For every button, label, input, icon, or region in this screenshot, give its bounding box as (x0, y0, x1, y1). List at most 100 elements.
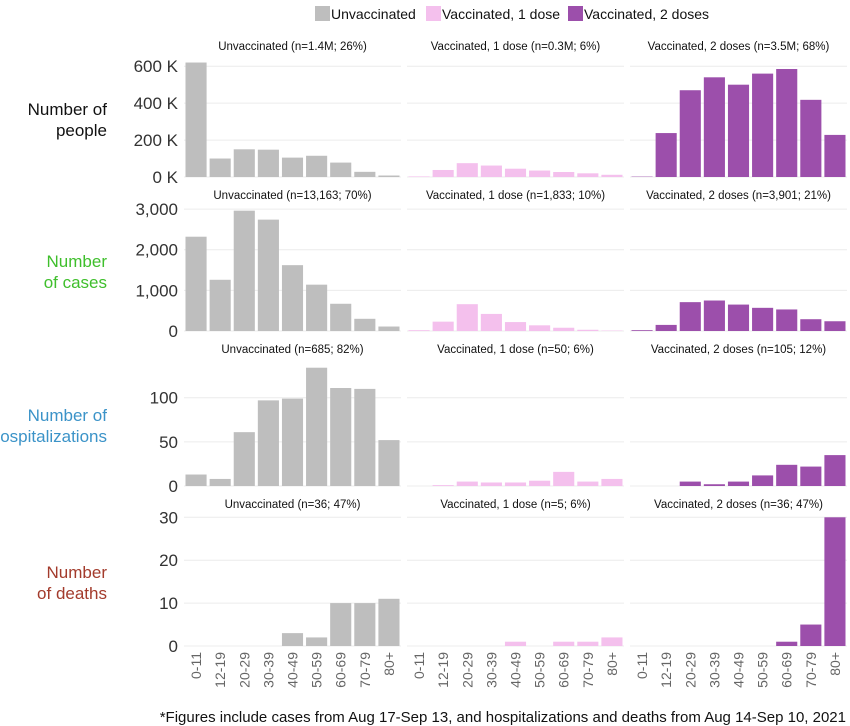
bar-0-11 (185, 474, 207, 486)
panel-2-0: Unvaccinated (n=685; 82%) (184, 344, 401, 487)
bar-70-79 (354, 603, 376, 646)
x-tick-label: 0-11 (411, 652, 427, 679)
row-2: Number of hospitalizations 0 50 100 Unvaccina… (0, 344, 847, 496)
legend-label: Unvaccinated (331, 6, 416, 22)
x-tick-label: 30-39 (483, 652, 499, 688)
panel-title: Unvaccinated (n=36; 47%) (225, 499, 361, 511)
x-tick-label: 20-29 (682, 652, 698, 688)
bar-80+ (601, 637, 623, 646)
bar-80+ (378, 598, 400, 646)
bar-80+ (824, 134, 846, 177)
bar-20-29 (679, 481, 701, 486)
bar-50-59 (529, 325, 551, 331)
row-label-line: hospitalizations (0, 427, 107, 446)
panel-0-1: Vaccinated, 1 dose (n=0.3M; 6%) (407, 41, 624, 178)
legend-item-1: Vaccinated, 1 dose (426, 6, 560, 22)
x-tick-label: 70-79 (357, 652, 373, 688)
bar-30-39 (703, 484, 725, 486)
y-tick-label: 3,000 (135, 200, 178, 219)
bar-70-79 (354, 388, 376, 486)
bar-40-49 (281, 633, 304, 646)
bar-0-11 (408, 176, 430, 177)
bar-50-59 (529, 170, 551, 177)
legend-item-0: Unvaccinated (315, 6, 416, 22)
bar-80+ (601, 174, 623, 177)
bar-60-69 (330, 388, 352, 486)
panel-title: Vaccinated, 2 doses (n=3.5M; 68%) (648, 41, 830, 53)
bar-40-49 (727, 84, 750, 177)
bar-30-39 (480, 165, 502, 177)
bar-40-49 (504, 322, 527, 331)
bar-50-59 (752, 475, 774, 486)
bar-60-69 (776, 464, 798, 486)
row-1: Number of cases 0 1,000 2,000 3,000 Unvaccinat… (44, 190, 847, 341)
bar-30-39 (257, 219, 279, 331)
legend-swatch (315, 6, 330, 21)
bar-60-69 (776, 641, 798, 646)
bar-60-69 (330, 303, 352, 331)
row-0: Number of people 0 K 200 K 400 K 600 K Unvacci… (28, 41, 847, 187)
y-tick-label: 400 K (134, 94, 179, 113)
legend-swatch (568, 6, 583, 21)
panel-1-2: Vaccinated, 2 doses (n=3,901; 21%) (630, 190, 847, 332)
bar-40-49 (727, 481, 750, 486)
y-tick-label: 50 (159, 433, 178, 452)
bar-80+ (601, 478, 623, 486)
bar-60-69 (330, 162, 352, 177)
bar-40-49 (727, 304, 750, 331)
row-label-line: of cases (44, 273, 107, 292)
bar-70-79 (354, 318, 376, 331)
row-label-line: Number of (28, 100, 108, 119)
bar-12-19 (655, 133, 677, 177)
y-tick-label: 0 (169, 322, 178, 341)
x-tick-label: 60-69 (556, 652, 572, 688)
panel-3-2: Vaccinated, 2 doses (n=36; 47%) (630, 499, 847, 647)
bar-12-19 (655, 324, 677, 331)
panel-0-2: Vaccinated, 2 doses (n=3.5M; 68%) (630, 41, 847, 178)
bar-70-79 (354, 171, 376, 177)
x-axis: 0-11 12-19 20-29 30-39 40-49 50-59 60-69 70-79 8… (188, 652, 843, 688)
x-tick-label: 0-11 (634, 652, 650, 679)
chart-panels: Number of people 0 K 200 K 400 K 600 K Unvacci… (0, 41, 847, 656)
bar-50-59 (306, 155, 328, 177)
panel-title: Unvaccinated (n=685; 82%) (221, 344, 363, 356)
bar-60-69 (776, 69, 798, 177)
panel-3-0: Unvaccinated (n=36; 47%) (184, 499, 401, 647)
panel-3-1: Vaccinated, 1 dose (n=5; 6%) (407, 499, 624, 647)
panel-1-1: Vaccinated, 1 dose (n=1,833; 10%) (407, 190, 624, 332)
bar-80+ (378, 326, 400, 331)
panel-title: Vaccinated, 1 dose (n=1,833; 10%) (426, 190, 605, 202)
bar-50-59 (306, 284, 328, 331)
bar-60-69 (553, 641, 575, 646)
bar-12-19 (209, 158, 231, 177)
bar-70-79 (800, 624, 822, 646)
legend-item-2: Vaccinated, 2 doses (568, 6, 709, 22)
x-tick-label: 0-11 (188, 652, 204, 679)
x-tick-label: 60-69 (333, 652, 349, 688)
bar-70-79 (577, 481, 599, 486)
y-tick-label: 2,000 (135, 241, 178, 260)
bar-70-79 (577, 329, 599, 331)
bar-50-59 (529, 480, 551, 486)
x-tick-label: 50-59 (532, 652, 548, 688)
legend: Unvaccinated Vaccinated, 1 dose Vaccinated… (315, 6, 709, 22)
bar-12-19 (432, 485, 454, 486)
y-tick-label: 10 (159, 594, 178, 613)
bar-30-39 (703, 300, 725, 331)
y-tick-label: 200 K (134, 131, 179, 150)
bar-20-29 (456, 163, 478, 177)
bar-20-29 (233, 432, 255, 486)
x-tick-label: 40-49 (508, 652, 524, 688)
bar-30-39 (703, 77, 725, 177)
bar-60-69 (330, 603, 352, 646)
y-tick-label: 0 (169, 637, 178, 656)
y-tick-label: 1,000 (135, 281, 178, 300)
panel-2-2: Vaccinated, 2 doses (n=105; 12%) (630, 344, 847, 487)
x-tick-label: 20-29 (236, 652, 252, 688)
panel-title: Unvaccinated (n=13,163; 70%) (213, 190, 371, 202)
legend-swatch (426, 6, 441, 21)
row-label-line: people (56, 121, 107, 140)
row-label-line: of deaths (37, 584, 107, 603)
bar-40-49 (281, 265, 304, 331)
bar-70-79 (577, 641, 599, 646)
